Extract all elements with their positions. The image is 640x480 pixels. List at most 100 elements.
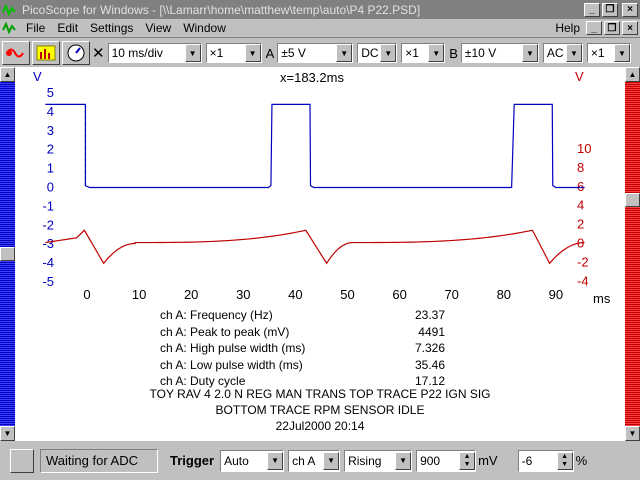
x-tick-label: 50	[340, 287, 354, 302]
start-stop-button[interactable]	[10, 448, 34, 473]
left-axis-unit: V	[33, 69, 42, 84]
menu-file[interactable]: File	[26, 21, 46, 35]
channel-a-mult-value: ×1	[405, 46, 419, 60]
measurement-label: ch A: High pulse width (ms)	[160, 341, 306, 355]
left-tick-label: 3	[47, 123, 54, 138]
restore-button[interactable]: ❐	[602, 2, 618, 17]
spinner-arrows-icon[interactable]: ▲ ▼	[556, 451, 573, 470]
doc-minimize-button[interactable]: _	[586, 21, 602, 35]
timebase-mult-value: ×1	[209, 46, 224, 60]
trigger-level-value[interactable]: 900	[420, 453, 441, 468]
chevron-down-icon[interactable]: ▼	[267, 451, 284, 470]
measurement-value: 35.46	[414, 357, 445, 372]
window-title: PicoScope for Windows - [\\Lamarr\home\m…	[22, 2, 421, 17]
menu-view[interactable]: View	[145, 21, 172, 35]
chevron-down-icon[interactable]: ▼	[244, 44, 261, 62]
chevron-down-icon[interactable]: ▼	[613, 44, 630, 62]
left-tick-label: -2	[42, 217, 54, 232]
channel-b-range-select[interactable]: ±10 V ▼	[460, 43, 539, 63]
channel-b-offset-thumb[interactable]	[625, 193, 640, 207]
channel-a-range-value: ±5 V	[281, 46, 306, 60]
chevron-down-icon[interactable]: ▼	[565, 44, 582, 62]
pretrigger-unit: %	[575, 453, 588, 468]
timebase-mult-select[interactable]: ×1 ▼	[205, 43, 262, 63]
right-tick-label: 2	[577, 217, 584, 232]
channel-b-coupling-select[interactable]: AC ▼	[542, 43, 583, 63]
trigger-edge-select[interactable]: Rising ▼	[344, 449, 413, 472]
trigger-level-spinner[interactable]: 900 ▲ ▼	[416, 449, 477, 472]
menu-settings[interactable]: Settings	[90, 21, 134, 35]
left-tick-label: -4	[42, 255, 54, 270]
title-bar: PicoScope for Windows - [\\Lamarr\home\m…	[0, 0, 640, 19]
x-tick-label: 10	[132, 287, 146, 302]
channel-a-coupling-select[interactable]: DC ▼	[357, 43, 398, 63]
close-button[interactable]: ×	[622, 2, 638, 17]
scroll-down-arrow-icon[interactable]: ▼	[0, 426, 15, 441]
left-tick-label: -3	[42, 236, 54, 251]
chevron-down-icon[interactable]: ▼	[380, 44, 397, 62]
right-tick-label: 4	[577, 198, 584, 213]
right-tick-label: -2	[577, 254, 589, 269]
spectrum-mode-button[interactable]	[32, 41, 60, 65]
timebase-select[interactable]: 10 ms/div ▼	[107, 43, 202, 63]
note-line-2: BOTTOM TRACE RPM SENSOR IDLE	[215, 403, 425, 417]
channel-a-trace	[45, 103, 585, 189]
pretrigger-spinner[interactable]: -6 ▲ ▼	[517, 449, 574, 472]
chevron-down-icon[interactable]: ▼	[521, 44, 538, 62]
meter-mode-button[interactable]	[62, 41, 90, 65]
doc-restore-button[interactable]: ❐	[604, 21, 620, 35]
timebase-multiply-icon: ✕	[92, 45, 105, 62]
pretrigger-value[interactable]: -6	[521, 453, 533, 468]
scope-mode-button[interactable]	[2, 41, 30, 65]
channel-a-range-select[interactable]: ±5 V ▼	[277, 43, 354, 63]
meter-dial-icon	[67, 44, 85, 62]
left-tick-label: 1	[47, 161, 54, 176]
chevron-down-icon[interactable]: ▼	[336, 44, 353, 62]
right-tick-label: 8	[577, 160, 584, 175]
x-tick-label: 70	[444, 287, 458, 302]
channel-b-offset-scrollbar[interactable]: ▲ ▼	[625, 67, 640, 441]
channel-a-offset-thumb[interactable]	[0, 247, 15, 261]
channel-b-range-value: ±10 V	[464, 46, 497, 60]
minimize-button[interactable]: _	[584, 2, 600, 17]
chevron-down-icon[interactable]: ▼	[395, 451, 412, 470]
measurement-label: ch A: Low pulse width (ms)	[160, 357, 303, 372]
right-tick-label: -4	[577, 273, 589, 288]
toolbar: ✕ 10 ms/div ▼ ×1 ▼ A ±5 V ▼ DC ▼ ×1 ▼ B …	[0, 39, 640, 67]
x-tick-label: 60	[392, 287, 406, 302]
scroll-down-arrow-icon[interactable]: ▼	[625, 426, 640, 441]
trigger-mode-value: Auto	[224, 453, 249, 468]
note-line-1: TOY RAV 4 2.0 N REG MAN TRANS TOP TRACE …	[149, 387, 491, 401]
chevron-down-icon[interactable]: ▼	[323, 451, 340, 470]
x-tick-label: 80	[497, 287, 511, 302]
scroll-up-arrow-icon[interactable]: ▲	[0, 67, 15, 82]
spinner-arrows-icon[interactable]: ▲ ▼	[459, 451, 476, 470]
menu-edit[interactable]: Edit	[57, 21, 79, 35]
menu-window[interactable]: Window	[183, 21, 226, 35]
trigger-mode-select[interactable]: Auto ▼	[220, 449, 285, 472]
x-tick-label: 30	[236, 287, 250, 302]
scroll-up-arrow-icon[interactable]: ▲	[625, 67, 640, 82]
document-icon[interactable]	[2, 20, 18, 36]
menu-help[interactable]: Help	[555, 21, 580, 35]
note-line-3: 22Jul2000 20:14	[275, 419, 365, 433]
x-axis-unit: ms	[593, 291, 611, 306]
measurement-value: 7.326	[414, 341, 445, 355]
trigger-channel-select[interactable]: ch A ▼	[288, 449, 341, 472]
chevron-down-icon[interactable]: ▼	[184, 44, 201, 62]
channel-a-mult-select[interactable]: ×1 ▼	[401, 43, 446, 63]
left-tick-label: 4	[47, 104, 54, 119]
picoscope-app-icon[interactable]	[2, 2, 18, 18]
channel-a-offset-scrollbar[interactable]: ▲ ▼	[0, 67, 15, 441]
channel-b-mult-select[interactable]: ×1 ▼	[586, 43, 631, 63]
x-tick-label: 90	[549, 287, 563, 302]
doc-close-button[interactable]: ×	[622, 21, 638, 35]
chevron-down-icon[interactable]: ▼	[428, 44, 445, 62]
scope-display[interactable]: V V x=183.2ms 5 4 3 2 1 0 -1 -2 -3 -4 -5 10 8 6 4 2 0 -2…	[15, 67, 625, 441]
left-axis-ticks: 5 4 3 2 1 0 -1 -2 -3 -4 -5	[42, 85, 54, 289]
channel-b-label: B	[449, 45, 458, 61]
bar-chart-icon	[36, 45, 56, 61]
left-tick-label: -5	[42, 274, 54, 289]
status-bar: Waiting for ADC Trigger Auto ▼ ch A ▼ Ri…	[0, 441, 640, 480]
